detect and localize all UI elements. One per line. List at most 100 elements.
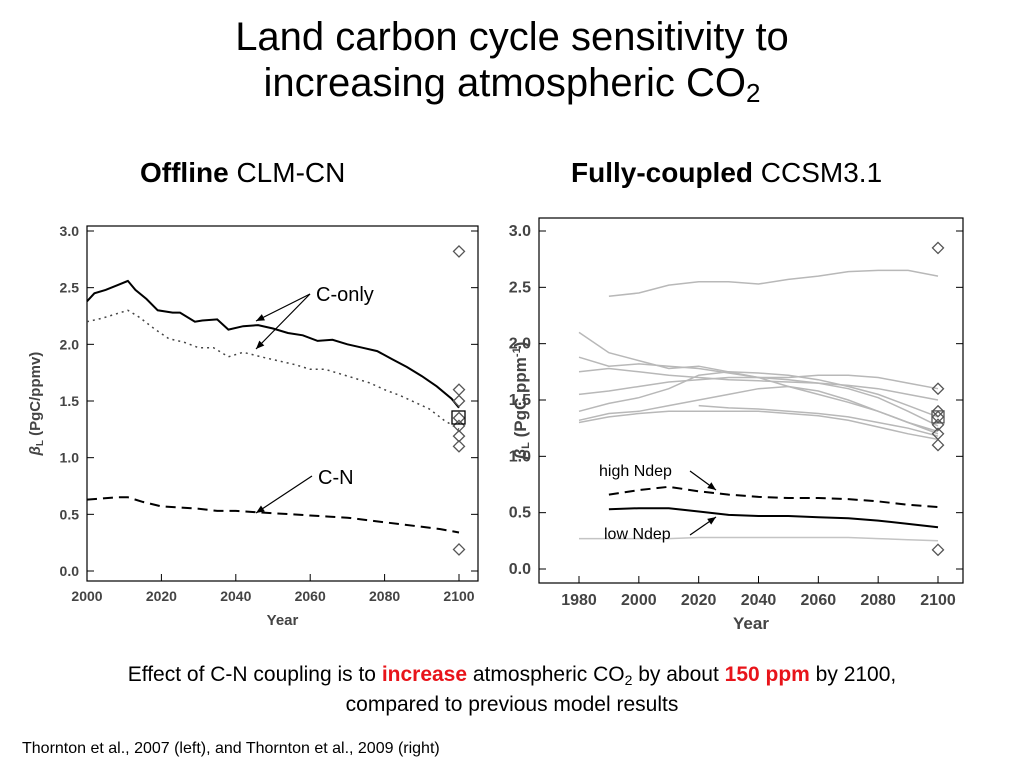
citation: Thornton et al., 2007 (left), and Thornt…: [22, 740, 440, 757]
series-line-2: [86, 496, 460, 534]
y-axis-close: ): [511, 342, 530, 348]
x-tick-label: 2100: [443, 588, 474, 604]
left-heading-rest: CLM-CN: [228, 157, 346, 188]
y-tick-label: 0.5: [509, 505, 531, 522]
y-tick-label: 2.0: [509, 336, 531, 353]
right-heading-rest: CCSM3.1: [753, 157, 883, 188]
y-axis-sup: -1: [511, 347, 523, 357]
y-axis-title: βL (PgC/ppmv): [27, 352, 46, 457]
fully-coupled-ccsm-chart: 0.0 0.5 1.0 1.5 2.0 2.5 3.0 1980 2000 2020 2040 206…: [506, 208, 976, 648]
y-tick-label: 1.5: [509, 392, 531, 409]
c-only-arrow-2: [255, 293, 311, 350]
title-line-2: increasing atmospheric CO2: [0, 60, 1024, 106]
title-line-2-text: increasing atmospheric CO: [263, 61, 746, 105]
summary-part-4: by 2100,: [809, 663, 897, 686]
series-line-6: [578, 376, 939, 427]
series-line-5: [578, 367, 939, 401]
x-tick-label: 2020: [681, 592, 717, 609]
y-tick-label: 2.0: [60, 336, 80, 352]
coupled-chart-svg: 0.0 0.5 1.0 1.5 2.0 2.5 3.0 1980 2000 2020 2040 206…: [509, 217, 964, 633]
end-marker: [452, 394, 466, 408]
x-tick-label: 2060: [295, 588, 326, 604]
y-axis-sub: L: [35, 440, 46, 446]
end-marker: [452, 543, 466, 556]
summary-text: Effect of C-N coupling is to increase at…: [0, 660, 1024, 720]
c-only-arrow-2-head: [256, 340, 265, 349]
title-subscript: 2: [745, 78, 761, 108]
annotation-c-n: C-N: [318, 467, 354, 489]
end-marker: [452, 411, 466, 425]
end-square-marker: [931, 410, 945, 424]
high-ndep-arrow-head: [707, 482, 716, 490]
y-tick-label: 1.5: [60, 393, 80, 409]
offline-chart-svg: 0.0 0.5 1.0 1.5 2.0 2.5 3.0 2000 2020 2040 2060 208…: [27, 223, 479, 629]
series-line-0: [86, 279, 460, 409]
annotation-low-ndep: low Ndep: [604, 526, 671, 543]
c-only-arrow-1-head: [256, 314, 265, 321]
title-line-1: Land carbon cycle sensitivity to: [235, 15, 789, 59]
end-marker: [931, 241, 945, 255]
y-tick-label: 1.0: [509, 448, 531, 465]
y-axis-sub: L: [520, 442, 532, 449]
end-marker: [931, 404, 945, 418]
y-tick-label: 0.0: [509, 561, 531, 578]
c-n-arrow: [255, 475, 313, 514]
summary-subscript: 2: [624, 672, 633, 688]
x-tick-label: 1980: [561, 592, 597, 609]
plot-frame: [86, 225, 479, 582]
x-tick-label: 2080: [369, 588, 400, 604]
y-tick-label: 2.5: [60, 280, 80, 296]
y-tick-label: 3.0: [60, 223, 80, 239]
series-line-8: [578, 385, 939, 433]
series-line-7: [578, 371, 939, 418]
right-panel-heading: Fully-coupled CCSM3.1: [571, 157, 882, 189]
slide-title: Land carbon cycle sensitivity to increas…: [0, 14, 1024, 106]
left-heading-bold: Offline: [140, 157, 229, 188]
series-line-9: [578, 410, 939, 441]
series-line-10: [698, 404, 939, 437]
x-tick-label: 2100: [920, 592, 956, 609]
plot-frame: [538, 217, 964, 584]
x-tick-label: 2040: [741, 592, 777, 609]
series-line-1: [608, 507, 939, 529]
y-tick-label: 3.0: [509, 223, 531, 240]
x-tick-label: 2060: [801, 592, 837, 609]
y-axis-title: βL (PgC ppm-1): [511, 342, 532, 461]
end-marker: [452, 244, 466, 258]
annotation-c-only: C-only: [316, 284, 374, 306]
summary-part-3: by about: [632, 663, 725, 686]
summary-part-2: atmospheric CO: [467, 663, 625, 686]
summary-increase: increase: [381, 663, 468, 686]
y-tick-label: 1.0: [60, 450, 80, 466]
series-line-3: [578, 331, 939, 435]
end-marker: [931, 382, 945, 396]
y-axis-beta: β: [27, 446, 44, 456]
left-panel-heading: Offline CLM-CN: [140, 157, 345, 189]
x-axis-title: Year: [733, 614, 769, 633]
series-line-0: [608, 485, 939, 508]
y-axis-units: (PgC ppm: [511, 357, 530, 442]
x-tick-label: 2040: [220, 588, 251, 604]
x-tick-label: 2000: [621, 592, 657, 609]
x-tick-label: 2080: [860, 592, 896, 609]
x-tick-label: 2000: [71, 588, 102, 604]
annotation-high-ndep: high Ndep: [599, 463, 672, 480]
series-line-11: [579, 536, 939, 542]
end-marker: [452, 383, 466, 397]
x-tick-label: 2020: [146, 588, 177, 604]
y-axis-beta: β: [511, 449, 530, 461]
end-marker: [931, 543, 945, 557]
x-axis-title: Year: [267, 612, 299, 629]
y-tick-label: 0.5: [60, 506, 80, 522]
series-line-2: [608, 269, 939, 298]
right-heading-bold: Fully-coupled: [571, 157, 753, 188]
c-n-arrow-head: [256, 505, 265, 513]
summary-line-1: Effect of C-N coupling is to increase at…: [0, 660, 1024, 690]
end-square-marker: [451, 410, 466, 425]
summary-ppm: 150 ppm: [724, 663, 810, 686]
summary-part-1: Effect of C-N coupling is to: [127, 663, 382, 686]
summary-line-2: compared to previous model results: [345, 693, 679, 716]
y-tick-label: 0.0: [60, 563, 80, 579]
offline-clm-cn-chart: 0.0 0.5 1.0 1.5 2.0 2.5 3.0 2000 2020 2040 2060 208…: [12, 208, 492, 638]
low-ndep-arrow-head: [707, 517, 716, 525]
